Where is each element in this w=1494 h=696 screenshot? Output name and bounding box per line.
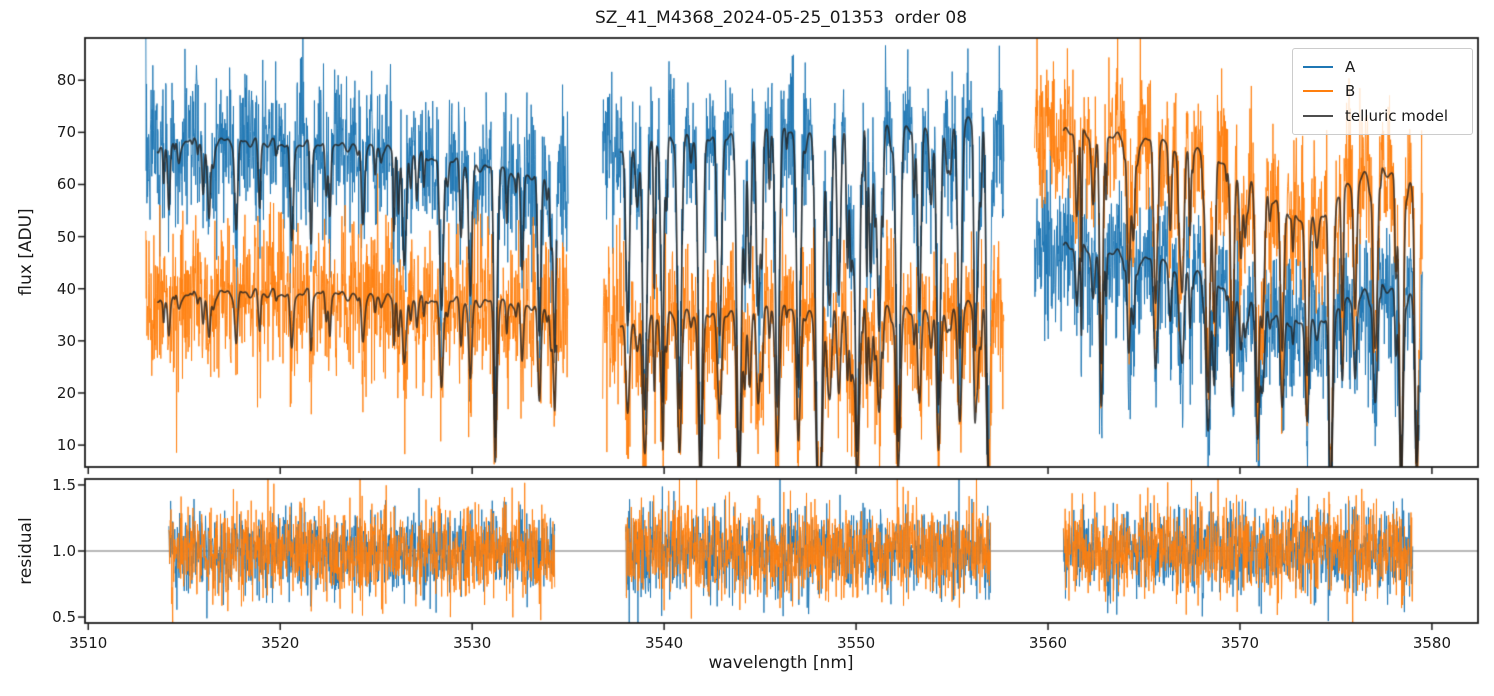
x-tick-label: 3530: [453, 634, 492, 652]
flux-y-tick-label: 40: [56, 279, 76, 298]
legend-line-swatch-b: [1303, 90, 1333, 93]
flux-y-axis-label: flux [ADU]: [16, 208, 36, 296]
flux-y-tick-label: 80: [56, 71, 76, 90]
flux-y-tick-label: 70: [56, 123, 76, 142]
x-tick-label: 3540: [645, 634, 684, 652]
x-tick-label: 3560: [1028, 634, 1068, 652]
flux-y-tick-label: 20: [56, 383, 76, 402]
residual-y-tick-label: 1.5: [52, 475, 76, 494]
legend-label-a: A: [1345, 58, 1356, 77]
flux-y-tick-label: 30: [56, 331, 76, 350]
x-tick-label: 3510: [69, 634, 108, 652]
residual-y-tick-label: 1.0: [52, 542, 76, 560]
legend-line-swatch-telluric: [1303, 114, 1333, 117]
flux-y-tick-label: 10: [56, 436, 76, 455]
residual-y-tick-label: 0.5: [52, 608, 76, 627]
flux-y-tick-label: 50: [56, 227, 76, 246]
residual-y-axis-label: residual: [16, 517, 36, 585]
legend-label-b: B: [1345, 82, 1356, 101]
x-tick-label: 3520: [261, 634, 300, 652]
legend-box: A B telluric model: [1292, 48, 1473, 135]
legend-entry-a: A: [1303, 58, 1462, 76]
x-tick-label: 3550: [836, 634, 876, 652]
legend-label-telluric: telluric model: [1345, 106, 1449, 125]
legend-line-swatch-a: [1303, 66, 1333, 69]
plot-title: SZ_41_M4368_2024-05-25_01353 order 08: [594, 8, 968, 28]
x-tick-label: 3570: [1220, 634, 1260, 652]
x-tick-label: 3580: [1412, 634, 1452, 652]
x-axis-label: wavelength [nm]: [708, 653, 854, 673]
legend-entry-telluric-model: telluric model: [1303, 107, 1462, 125]
flux-y-tick-label: 60: [56, 175, 76, 194]
legend-entry-b: B: [1303, 82, 1462, 100]
